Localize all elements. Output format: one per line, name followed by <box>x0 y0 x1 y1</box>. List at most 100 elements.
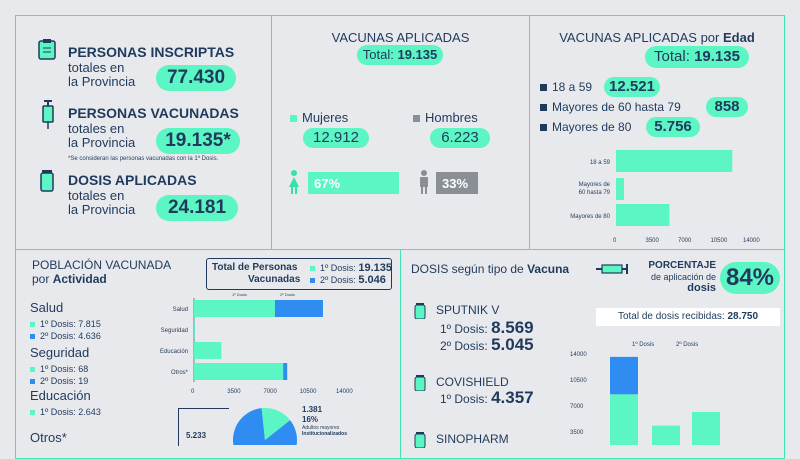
group-name: Educación <box>30 390 101 402</box>
vaccine-name: SPUTNIK V <box>436 303 499 317</box>
poblacion-total-l1: Total de Personas <box>212 262 297 273</box>
group-educacion: Educación 1º Dosis: 2.643 <box>30 390 101 418</box>
actividad-bar-seg <box>283 363 287 380</box>
legend-d2: 2º Dosis <box>676 341 698 348</box>
legend-d1: 1º Dosis <box>232 292 247 297</box>
dosis-tipo-title-a: DOSIS según tipo de <box>411 262 527 276</box>
edad-item-value: 5.756 <box>646 117 700 137</box>
edad-tick-label: 3500 <box>646 238 660 244</box>
poblacion-d2-label: 2º Dosis: <box>320 275 356 285</box>
vacunas-total-value: 19.135 <box>397 47 437 62</box>
edad-category-label: Mayores de <box>579 182 611 188</box>
poblacion-title-a: POBLACIÓN VACUNADA <box>32 258 171 272</box>
edad-category-label: 18 a 59 <box>590 160 611 166</box>
vial-icon <box>40 170 54 197</box>
poblacion-title-b: por <box>32 272 53 286</box>
edad-total-value: 19.135 <box>694 48 740 65</box>
actividad-bar-seg <box>194 300 275 317</box>
pie-connector <box>178 408 229 446</box>
edad-tick-label: 7000 <box>678 238 692 244</box>
actividad-tick-label: 14000 <box>336 389 353 395</box>
dosis-tick-label: 10500 <box>570 378 587 384</box>
edad-item-2: Mayores de 80 <box>540 120 631 134</box>
pie-label-b: 16% <box>302 415 318 424</box>
vaccine-d2: 2º Dosis: 5.045 <box>440 335 534 355</box>
edad-title-a: VACUNAS APLICADAS por <box>559 30 723 45</box>
vacunas-title: VACUNAS APLICADAS <box>271 30 530 45</box>
recibidas-value: 28.750 <box>727 311 758 322</box>
group-d2: 2º Dosis: 4.636 <box>40 331 101 341</box>
dosis-tipo-title: DOSIS según tipo de Vacuna <box>411 262 569 276</box>
pie-label-d: Institucionalizados <box>302 431 347 437</box>
syringe-small-icon <box>596 262 632 281</box>
edad-bar <box>616 150 732 172</box>
group-otros: Otros* <box>30 430 67 445</box>
legend-d1: 1º Dosis <box>632 341 654 348</box>
edad-total-label: Total: <box>654 48 690 65</box>
edad-item-label: 18 a 59 <box>552 80 592 94</box>
dosis-tick-label: 3500 <box>570 430 584 436</box>
edad-category-label: 60 hasta 79 <box>579 190 611 196</box>
clipboard-icon <box>38 38 56 65</box>
vaccine-d2-label: 2º Dosis: <box>440 339 488 353</box>
vaccine-name: SINOPHARM <box>436 432 509 446</box>
edad-bar <box>616 204 669 226</box>
hombres-pct: 33% <box>442 176 468 191</box>
group-d1: 1º Dosis: 68 <box>40 364 88 374</box>
pie-label-a: 1.381 <box>302 405 322 414</box>
actividad-tick-label: 10500 <box>300 389 317 395</box>
poblacion-title-c: Actividad <box>53 272 107 286</box>
vaccine-d2-value: 5.045 <box>491 335 534 354</box>
actividad-tick-label: 7000 <box>264 389 278 395</box>
actividad-bar-seg <box>275 300 323 317</box>
mujeres-pct: 67% <box>314 176 340 191</box>
vacunadas-sub2: la Provincia <box>68 135 135 150</box>
vacunas-total: Total: 19.135 <box>357 45 443 65</box>
edad-item-label: Mayores de 60 hasta 79 <box>552 100 681 114</box>
group-d1: 1º Dosis: 2.643 <box>40 407 101 417</box>
syringe-icon <box>40 100 56 135</box>
pct-l3: dosis <box>642 282 716 294</box>
inscriptas-title: PERSONAS INSCRIPTAS <box>68 44 234 60</box>
dosis-bar-seg <box>692 412 720 445</box>
dosis-bar-seg <box>610 394 638 445</box>
actividad-category-label: Otros* <box>171 370 189 376</box>
pct-l1: PORCENTAJE <box>642 260 716 271</box>
poblacion-d2: 2º Dosis: 5.046 <box>310 274 386 286</box>
edad-tick-label: 10500 <box>711 238 728 244</box>
vaccine-d1: 1º Dosis: 4.357 <box>440 388 534 408</box>
poblacion-d1-value: 19.135 <box>358 262 392 274</box>
edad-item-value: 12.521 <box>604 77 660 97</box>
edad-tick-label: 0 <box>613 238 617 244</box>
poblacion-d1: 1º Dosis: 19.135 <box>310 262 392 274</box>
actividad-bar-seg <box>194 321 195 338</box>
edad-tick-label: 14000 <box>743 238 760 244</box>
actividad-tick-label: 0 <box>191 389 195 395</box>
edad-item-value: 858 <box>706 97 748 117</box>
mujeres-legend: Mujeres <box>290 110 348 125</box>
vaccine-d1-value: 4.357 <box>491 388 534 407</box>
vaccine-vial-icon <box>414 375 426 396</box>
pct-l2: de aplicación de <box>630 272 716 282</box>
inscriptas-sub2: la Provincia <box>68 74 135 89</box>
edad-item-0: 18 a 59 <box>540 80 592 94</box>
hombres-label: Hombres <box>425 110 478 125</box>
group-salud: Salud 1º Dosis: 7.815 2º Dosis: 4.636 <box>30 302 101 342</box>
group-d2: 2º Dosis: 19 <box>40 376 88 386</box>
hombres-legend: Hombres <box>413 110 478 125</box>
poblacion-title: POBLACIÓN VACUNADA por Actividad <box>32 258 171 286</box>
pie-label-e: 5.233 <box>186 431 206 440</box>
recibidas-label: Total de dosis recibidas: <box>618 311 725 322</box>
edad-category-label: Mayores de 80 <box>570 214 610 220</box>
edad-title: VACUNAS APLICADAS por Edad <box>529 30 785 45</box>
dosis-tick-label: 14000 <box>570 352 587 358</box>
hombres-value: 6.223 <box>430 128 490 148</box>
dosis-sub1: totales en <box>68 188 124 203</box>
pie-chart <box>225 400 305 445</box>
edad-item-label: Mayores de 80 <box>552 120 631 134</box>
recibidas-box: Total de dosis recibidas: 28.750 <box>596 308 780 326</box>
actividad-bar-seg <box>194 363 283 380</box>
vaccine-d1-label: 1º Dosis: <box>440 392 488 406</box>
